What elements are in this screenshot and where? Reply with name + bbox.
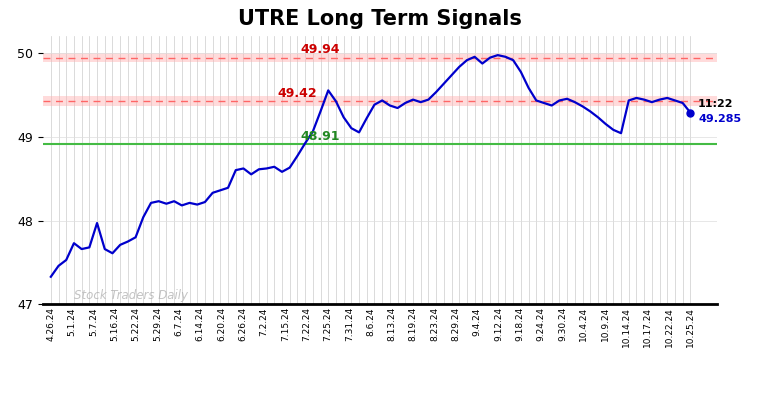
Text: 49.285: 49.285 bbox=[698, 113, 741, 123]
Text: 49.94: 49.94 bbox=[301, 43, 340, 57]
Text: Stock Traders Daily: Stock Traders Daily bbox=[74, 289, 188, 302]
Title: UTRE Long Term Signals: UTRE Long Term Signals bbox=[238, 9, 522, 29]
Text: 49.42: 49.42 bbox=[278, 87, 318, 100]
Text: 11:22: 11:22 bbox=[698, 99, 734, 109]
Bar bbox=[43, 53, 717, 62]
Bar bbox=[43, 96, 717, 106]
Text: 48.91: 48.91 bbox=[301, 130, 340, 143]
